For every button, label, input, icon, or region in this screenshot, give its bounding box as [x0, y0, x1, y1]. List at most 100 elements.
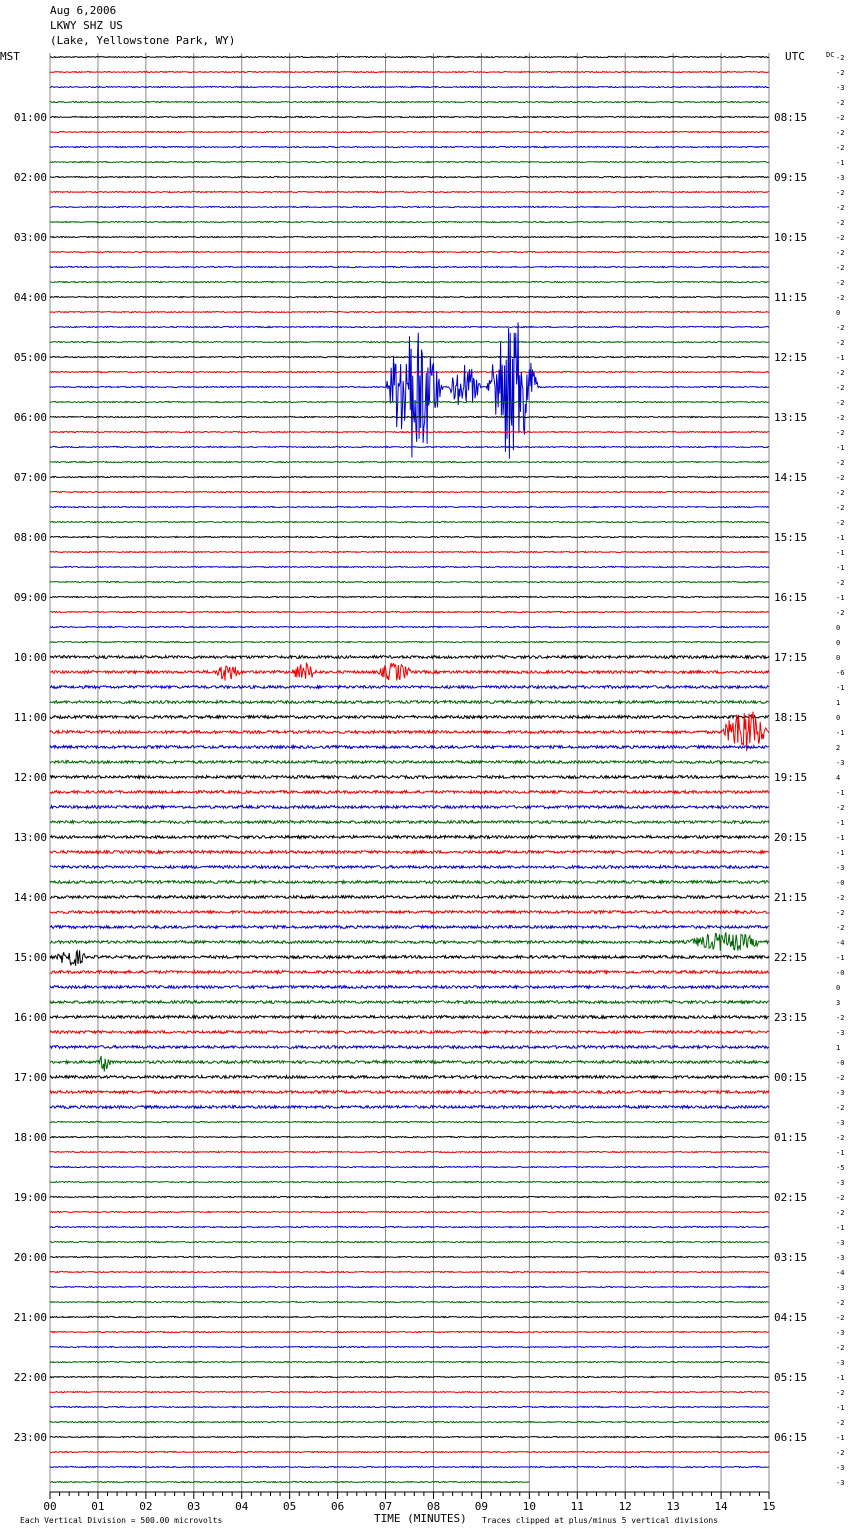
dc-offset-label: -2	[836, 1014, 844, 1022]
trace-row	[49, 205, 770, 209]
utc-hour-label: 01:15	[774, 1131, 807, 1144]
trace-row	[49, 1270, 770, 1274]
trace-row	[49, 415, 770, 419]
dc-offset-label: -2	[836, 234, 844, 242]
trace-row	[49, 580, 770, 584]
dc-offset-label: -2	[836, 384, 844, 392]
dc-offset-label: -1	[836, 684, 844, 692]
trace-row	[49, 1375, 770, 1379]
left-axis-label: MST	[0, 50, 20, 63]
dc-offset-label: -1	[836, 1434, 844, 1442]
dc-offset-label: -1	[836, 789, 844, 797]
trace-row	[49, 1315, 770, 1319]
x-tick-label: 07	[379, 1500, 392, 1513]
utc-hour-label: 15:15	[774, 531, 807, 544]
trace-row	[49, 969, 770, 976]
dc-offset-label: -2	[836, 1344, 844, 1352]
trace-row	[49, 984, 770, 991]
trace-row	[49, 325, 770, 329]
trace-row	[49, 848, 770, 855]
utc-hour-label: 03:15	[774, 1251, 807, 1264]
mst-hour-label: 23:00	[14, 1431, 47, 1444]
dc-offset-label: -2	[836, 99, 844, 107]
dc-offset-label: -3	[836, 1089, 844, 1097]
dc-offset-label: -2	[836, 1104, 844, 1112]
trace-row	[49, 1420, 770, 1424]
trace-row	[49, 908, 770, 916]
trace-row	[49, 1285, 770, 1289]
trace-row	[49, 773, 770, 781]
mst-hour-label: 19:00	[14, 1191, 47, 1204]
x-tick-label: 05	[283, 1500, 296, 1513]
dc-offset-label: -2	[836, 264, 844, 272]
trace-row	[49, 1055, 770, 1072]
trace-row	[49, 698, 769, 706]
location-label: (Lake, Yellowstone Park, WY)	[50, 34, 236, 47]
trace-row	[49, 1150, 770, 1154]
dc-offset-label: -2	[836, 69, 844, 77]
x-tick-label: 01	[91, 1500, 104, 1513]
dc-offset-label: -3	[836, 1029, 844, 1037]
trace-row	[49, 100, 770, 104]
dc-offset-label: -2	[836, 369, 844, 377]
trace-row	[49, 804, 770, 811]
trace-row	[49, 714, 770, 720]
utc-hour-label: 09:15	[774, 171, 807, 184]
trace-row	[49, 265, 770, 269]
x-axis-title: TIME (MINUTES)	[374, 1512, 467, 1525]
trace-row	[49, 948, 770, 966]
dc-offset-label: -3	[836, 864, 844, 872]
trace-row	[49, 220, 770, 224]
mst-hour-label: 10:00	[14, 651, 47, 664]
dc-offset-label: 0	[836, 639, 840, 647]
dc-offset-label: -2	[836, 579, 844, 587]
trace-row	[49, 1450, 770, 1454]
trace-row	[49, 1435, 770, 1439]
dc-offset-label: -2	[836, 189, 844, 197]
dc-offset-label: -2	[836, 894, 844, 902]
trace-row	[49, 1180, 770, 1184]
trace-row	[49, 1014, 770, 1021]
trace-row	[49, 295, 770, 299]
dc-offset-label: -1	[836, 549, 844, 557]
trace-row	[49, 999, 770, 1005]
dc-offset-label: -3	[836, 1179, 844, 1187]
trace-row	[50, 1405, 770, 1409]
mst-hour-label: 14:00	[14, 891, 47, 904]
dc-offset-label: 0	[836, 654, 840, 662]
scale-note: Each Vertical Division = 500.00 microvol…	[20, 1516, 222, 1525]
dc-offset-label: -2	[836, 1314, 844, 1322]
trace-row	[49, 400, 770, 404]
mst-hour-label: 12:00	[14, 771, 47, 784]
dc-offset-label: -4	[836, 939, 844, 947]
mst-hour-label: 07:00	[14, 471, 47, 484]
trace-row	[49, 235, 770, 239]
mst-hour-label: 02:00	[14, 171, 47, 184]
dc-offset-label: -2	[836, 249, 844, 257]
utc-hour-label: 04:15	[774, 1311, 807, 1324]
dc-offset-label: -2	[836, 474, 844, 482]
dc-offset-label: -6	[836, 669, 844, 677]
dc-offset-label: -2	[836, 804, 844, 812]
trace-row	[49, 1028, 770, 1035]
dc-offset-label: -1	[836, 819, 844, 827]
grid	[49, 53, 770, 1499]
dc-offset-label: -1	[836, 159, 844, 167]
trace-row	[49, 834, 770, 841]
mst-hour-label: 22:00	[14, 1371, 47, 1384]
mst-hour-label: 09:00	[14, 591, 47, 604]
dc-offset-label: -2	[836, 924, 844, 932]
dc-offset-label: -3	[836, 1464, 844, 1472]
trace-row	[49, 1480, 530, 1484]
dc-offset-label: 2	[836, 744, 840, 752]
clip-note: Traces clipped at plus/minus 5 vertical …	[482, 1516, 718, 1525]
trace-row	[49, 932, 770, 951]
trace-row	[49, 759, 770, 765]
dc-offset-label: -1	[836, 729, 844, 737]
utc-hour-label: 05:15	[774, 1371, 807, 1384]
utc-hour-label: 12:15	[774, 351, 807, 364]
mst-hour-label: 05:00	[14, 351, 47, 364]
dc-offset-label: -2	[836, 414, 844, 422]
dc-offset-label: -1	[836, 849, 844, 857]
dc-offset-label: -1	[836, 954, 844, 962]
